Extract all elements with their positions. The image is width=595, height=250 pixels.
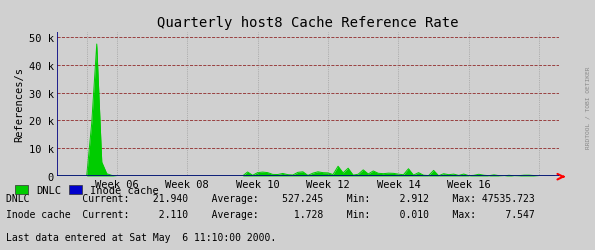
Y-axis label: References/s: References/s	[15, 67, 24, 142]
Legend: DNLC, Inode cache: DNLC, Inode cache	[11, 182, 163, 200]
Title: Quarterly host8 Cache Reference Rate: Quarterly host8 Cache Reference Rate	[157, 16, 459, 30]
Text: DNLC         Current:    21.940    Average:    527.245    Min:     2.912    Max:: DNLC Current: 21.940 Average: 527.245 Mi…	[6, 193, 535, 203]
Text: Last data entered at Sat May  6 11:10:00 2000.: Last data entered at Sat May 6 11:10:00 …	[6, 232, 276, 242]
Text: RRDTOOL / TOBI OETIKER: RRDTOOL / TOBI OETIKER	[585, 66, 590, 148]
Text: Inode cache  Current:     2.110    Average:      1.728    Min:     0.010    Max:: Inode cache Current: 2.110 Average: 1.72…	[6, 210, 535, 220]
